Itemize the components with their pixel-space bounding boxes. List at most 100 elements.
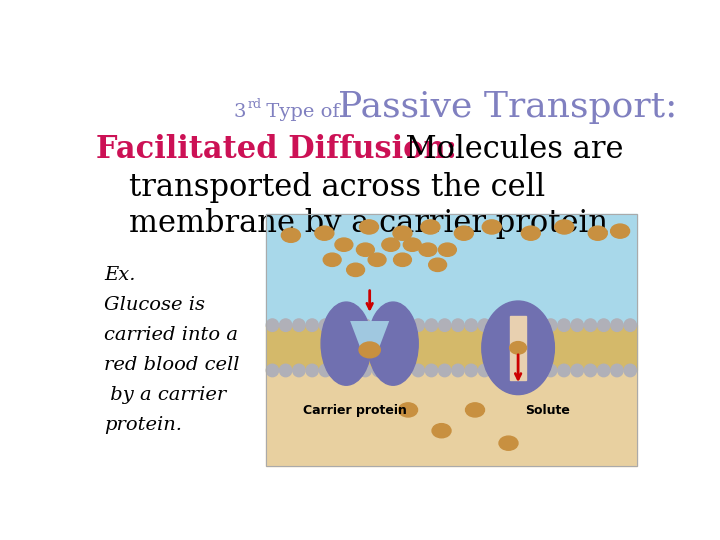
Ellipse shape	[492, 364, 504, 377]
Ellipse shape	[585, 319, 597, 332]
Ellipse shape	[293, 319, 305, 332]
Ellipse shape	[505, 319, 517, 332]
Text: Ex.: Ex.	[104, 266, 135, 285]
Ellipse shape	[393, 226, 412, 240]
Ellipse shape	[266, 364, 279, 377]
Text: carried into a: carried into a	[104, 326, 238, 345]
Ellipse shape	[306, 319, 318, 332]
Text: protein.: protein.	[104, 416, 182, 434]
Text: 3: 3	[234, 103, 246, 121]
Ellipse shape	[521, 226, 540, 240]
Ellipse shape	[505, 364, 517, 377]
Ellipse shape	[385, 364, 398, 377]
Ellipse shape	[611, 319, 623, 332]
Ellipse shape	[359, 220, 379, 234]
Ellipse shape	[372, 364, 384, 377]
Ellipse shape	[499, 436, 518, 450]
Ellipse shape	[293, 364, 305, 377]
Ellipse shape	[426, 319, 438, 332]
Ellipse shape	[624, 364, 636, 377]
Text: by a carrier: by a carrier	[104, 386, 226, 404]
Ellipse shape	[412, 364, 424, 377]
Ellipse shape	[611, 364, 623, 377]
Ellipse shape	[266, 319, 279, 332]
Ellipse shape	[426, 364, 438, 377]
Ellipse shape	[412, 319, 424, 332]
Ellipse shape	[531, 319, 544, 332]
Ellipse shape	[368, 253, 386, 266]
Ellipse shape	[399, 403, 418, 417]
Bar	[266, 370, 636, 466]
Ellipse shape	[478, 319, 490, 332]
Ellipse shape	[368, 302, 418, 385]
Ellipse shape	[438, 243, 456, 256]
Ellipse shape	[510, 342, 526, 354]
Text: Glucose is: Glucose is	[104, 296, 205, 314]
Text: membrane by a carrier protein.: membrane by a carrier protein.	[129, 208, 618, 239]
Ellipse shape	[531, 364, 544, 377]
Ellipse shape	[482, 220, 501, 234]
Ellipse shape	[598, 364, 610, 377]
Ellipse shape	[403, 238, 421, 251]
Ellipse shape	[478, 364, 490, 377]
Ellipse shape	[315, 226, 334, 240]
Text: Solute: Solute	[526, 404, 570, 417]
Text: Type of: Type of	[260, 103, 346, 121]
Ellipse shape	[306, 364, 318, 377]
Ellipse shape	[492, 319, 504, 332]
Text: Facilitated Diffusion:: Facilitated Diffusion:	[96, 134, 456, 165]
Bar	[266, 325, 636, 370]
Ellipse shape	[518, 319, 531, 332]
Ellipse shape	[346, 319, 358, 332]
Ellipse shape	[428, 258, 446, 272]
Ellipse shape	[382, 238, 400, 251]
Ellipse shape	[399, 364, 411, 377]
Ellipse shape	[356, 243, 374, 256]
Ellipse shape	[346, 364, 358, 377]
Ellipse shape	[588, 226, 607, 240]
Ellipse shape	[611, 224, 629, 238]
Ellipse shape	[558, 319, 570, 332]
Ellipse shape	[438, 364, 451, 377]
Bar	[266, 214, 636, 325]
Ellipse shape	[333, 319, 345, 332]
Ellipse shape	[544, 319, 557, 332]
Ellipse shape	[544, 364, 557, 377]
Ellipse shape	[571, 319, 583, 332]
Ellipse shape	[359, 342, 380, 358]
Ellipse shape	[279, 364, 292, 377]
Ellipse shape	[465, 319, 477, 332]
Ellipse shape	[571, 364, 583, 377]
Ellipse shape	[465, 364, 477, 377]
Ellipse shape	[385, 319, 398, 332]
Ellipse shape	[399, 319, 411, 332]
Ellipse shape	[432, 424, 451, 438]
Ellipse shape	[319, 364, 331, 377]
Ellipse shape	[319, 319, 331, 332]
Text: rd: rd	[248, 98, 262, 111]
Text: transported across the cell: transported across the cell	[129, 172, 545, 203]
Ellipse shape	[282, 228, 300, 242]
Ellipse shape	[347, 263, 364, 276]
Ellipse shape	[624, 319, 636, 332]
Text: red blood cell: red blood cell	[104, 356, 240, 374]
Ellipse shape	[438, 319, 451, 332]
Ellipse shape	[333, 364, 345, 377]
Bar	[266, 214, 636, 466]
Text: Passive Transport:: Passive Transport:	[338, 90, 678, 124]
Ellipse shape	[598, 319, 610, 332]
Bar	[510, 315, 526, 380]
Ellipse shape	[421, 220, 440, 234]
Ellipse shape	[359, 319, 372, 332]
Ellipse shape	[279, 319, 292, 332]
Ellipse shape	[454, 226, 473, 240]
Ellipse shape	[321, 302, 372, 385]
Ellipse shape	[359, 364, 372, 377]
Ellipse shape	[394, 253, 411, 266]
Text: Molecules are: Molecules are	[386, 134, 624, 165]
Ellipse shape	[558, 364, 570, 377]
Ellipse shape	[518, 364, 531, 377]
Ellipse shape	[482, 301, 554, 395]
Ellipse shape	[335, 238, 353, 251]
Ellipse shape	[466, 403, 485, 417]
